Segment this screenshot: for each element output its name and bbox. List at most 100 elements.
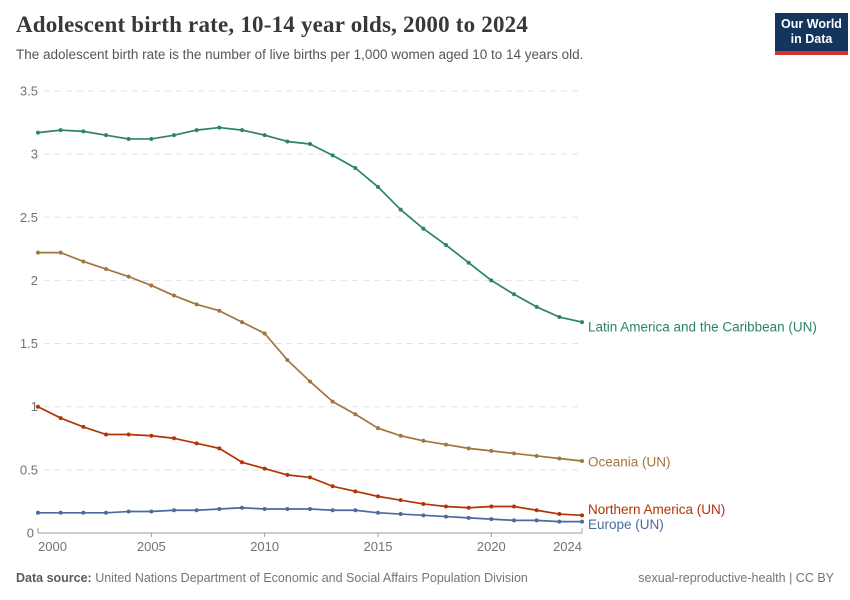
data-point[interactable] — [421, 513, 426, 518]
data-point[interactable] — [534, 453, 539, 458]
data-point[interactable] — [285, 357, 290, 362]
data-point[interactable] — [240, 320, 244, 325]
data-point[interactable] — [534, 518, 539, 523]
data-point[interactable] — [557, 512, 562, 517]
data-point[interactable] — [58, 510, 63, 515]
data-point[interactable] — [398, 207, 403, 212]
data-point[interactable] — [353, 165, 358, 170]
data-point[interactable] — [81, 259, 86, 264]
data-point[interactable] — [58, 128, 63, 133]
data-point[interactable] — [149, 433, 154, 438]
data-point[interactable] — [262, 331, 267, 336]
data-point[interactable] — [557, 315, 562, 320]
data-point[interactable] — [376, 510, 380, 515]
data-point[interactable] — [81, 424, 86, 429]
data-point[interactable] — [444, 243, 448, 248]
series-end-label[interactable]: Northern America (UN) — [588, 502, 725, 517]
data-point[interactable] — [285, 139, 290, 144]
data-point[interactable] — [172, 436, 176, 441]
data-point[interactable] — [194, 508, 199, 513]
data-point[interactable] — [172, 133, 176, 138]
data-point[interactable] — [217, 125, 222, 130]
data-point[interactable] — [81, 129, 86, 134]
data-point[interactable] — [466, 260, 471, 265]
data-point[interactable] — [149, 283, 154, 288]
data-point[interactable] — [557, 456, 562, 461]
data-point[interactable] — [353, 508, 358, 513]
data-point[interactable] — [398, 512, 403, 517]
data-point[interactable] — [421, 438, 426, 443]
data-point[interactable] — [36, 250, 40, 255]
data-point[interactable] — [308, 475, 312, 480]
data-point[interactable] — [126, 509, 131, 514]
data-point[interactable] — [421, 501, 426, 506]
data-point[interactable] — [81, 510, 86, 515]
data-point[interactable] — [262, 133, 267, 138]
data-point[interactable] — [489, 448, 494, 453]
data-point[interactable] — [217, 507, 222, 512]
data-point[interactable] — [444, 504, 448, 509]
data-point[interactable] — [512, 292, 516, 297]
data-point[interactable] — [240, 460, 244, 465]
data-point[interactable] — [398, 498, 403, 503]
data-point[interactable] — [58, 416, 63, 421]
data-point[interactable] — [172, 508, 176, 513]
data-point[interactable] — [126, 432, 131, 437]
data-point[interactable] — [285, 507, 290, 512]
data-point[interactable] — [512, 504, 516, 509]
data-point[interactable] — [580, 320, 584, 325]
data-point[interactable] — [172, 293, 176, 298]
data-point[interactable] — [330, 508, 335, 513]
data-point[interactable] — [240, 505, 244, 510]
data-point[interactable] — [149, 136, 154, 141]
data-point[interactable] — [353, 412, 358, 417]
data-point[interactable] — [444, 514, 448, 519]
data-point[interactable] — [557, 519, 562, 524]
data-point[interactable] — [240, 128, 244, 133]
license-note[interactable]: sexual-reproductive-health | CC BY — [638, 571, 834, 585]
data-point[interactable] — [466, 515, 471, 520]
data-point[interactable] — [104, 510, 108, 515]
data-point[interactable] — [194, 302, 199, 307]
data-point[interactable] — [330, 153, 335, 158]
data-point[interactable] — [376, 426, 380, 431]
data-point[interactable] — [512, 451, 516, 456]
series-end-label[interactable]: Oceania (UN) — [588, 455, 671, 470]
data-point[interactable] — [466, 446, 471, 451]
data-point[interactable] — [194, 128, 199, 133]
data-point[interactable] — [489, 504, 494, 509]
data-point[interactable] — [308, 379, 312, 384]
data-point[interactable] — [36, 130, 40, 135]
data-point[interactable] — [580, 459, 584, 464]
data-point[interactable] — [534, 508, 539, 513]
data-point[interactable] — [512, 518, 516, 523]
data-point[interactable] — [534, 304, 539, 309]
data-point[interactable] — [104, 133, 108, 138]
series-end-label[interactable]: Europe (UN) — [588, 517, 664, 532]
data-point[interactable] — [149, 509, 154, 514]
data-point[interactable] — [398, 433, 403, 438]
data-point[interactable] — [580, 513, 584, 518]
data-point[interactable] — [104, 432, 108, 437]
data-point[interactable] — [308, 507, 312, 512]
series-end-label[interactable]: Latin America and the Caribbean (UN) — [588, 320, 817, 335]
data-point[interactable] — [376, 494, 380, 499]
data-point[interactable] — [217, 308, 222, 313]
data-point[interactable] — [580, 519, 584, 524]
data-point[interactable] — [308, 141, 312, 146]
data-point[interactable] — [104, 267, 108, 272]
data-point[interactable] — [126, 274, 131, 279]
data-point[interactable] — [421, 226, 426, 231]
data-point[interactable] — [353, 489, 358, 494]
data-point[interactable] — [489, 278, 494, 283]
data-point[interactable] — [126, 136, 131, 141]
data-point[interactable] — [217, 446, 222, 451]
data-point[interactable] — [330, 484, 335, 489]
data-point[interactable] — [36, 510, 40, 515]
data-point[interactable] — [58, 250, 63, 255]
data-point[interactable] — [376, 184, 380, 189]
data-point[interactable] — [194, 441, 199, 446]
data-point[interactable] — [489, 517, 494, 522]
data-point[interactable] — [262, 507, 267, 512]
data-point[interactable] — [444, 442, 448, 447]
